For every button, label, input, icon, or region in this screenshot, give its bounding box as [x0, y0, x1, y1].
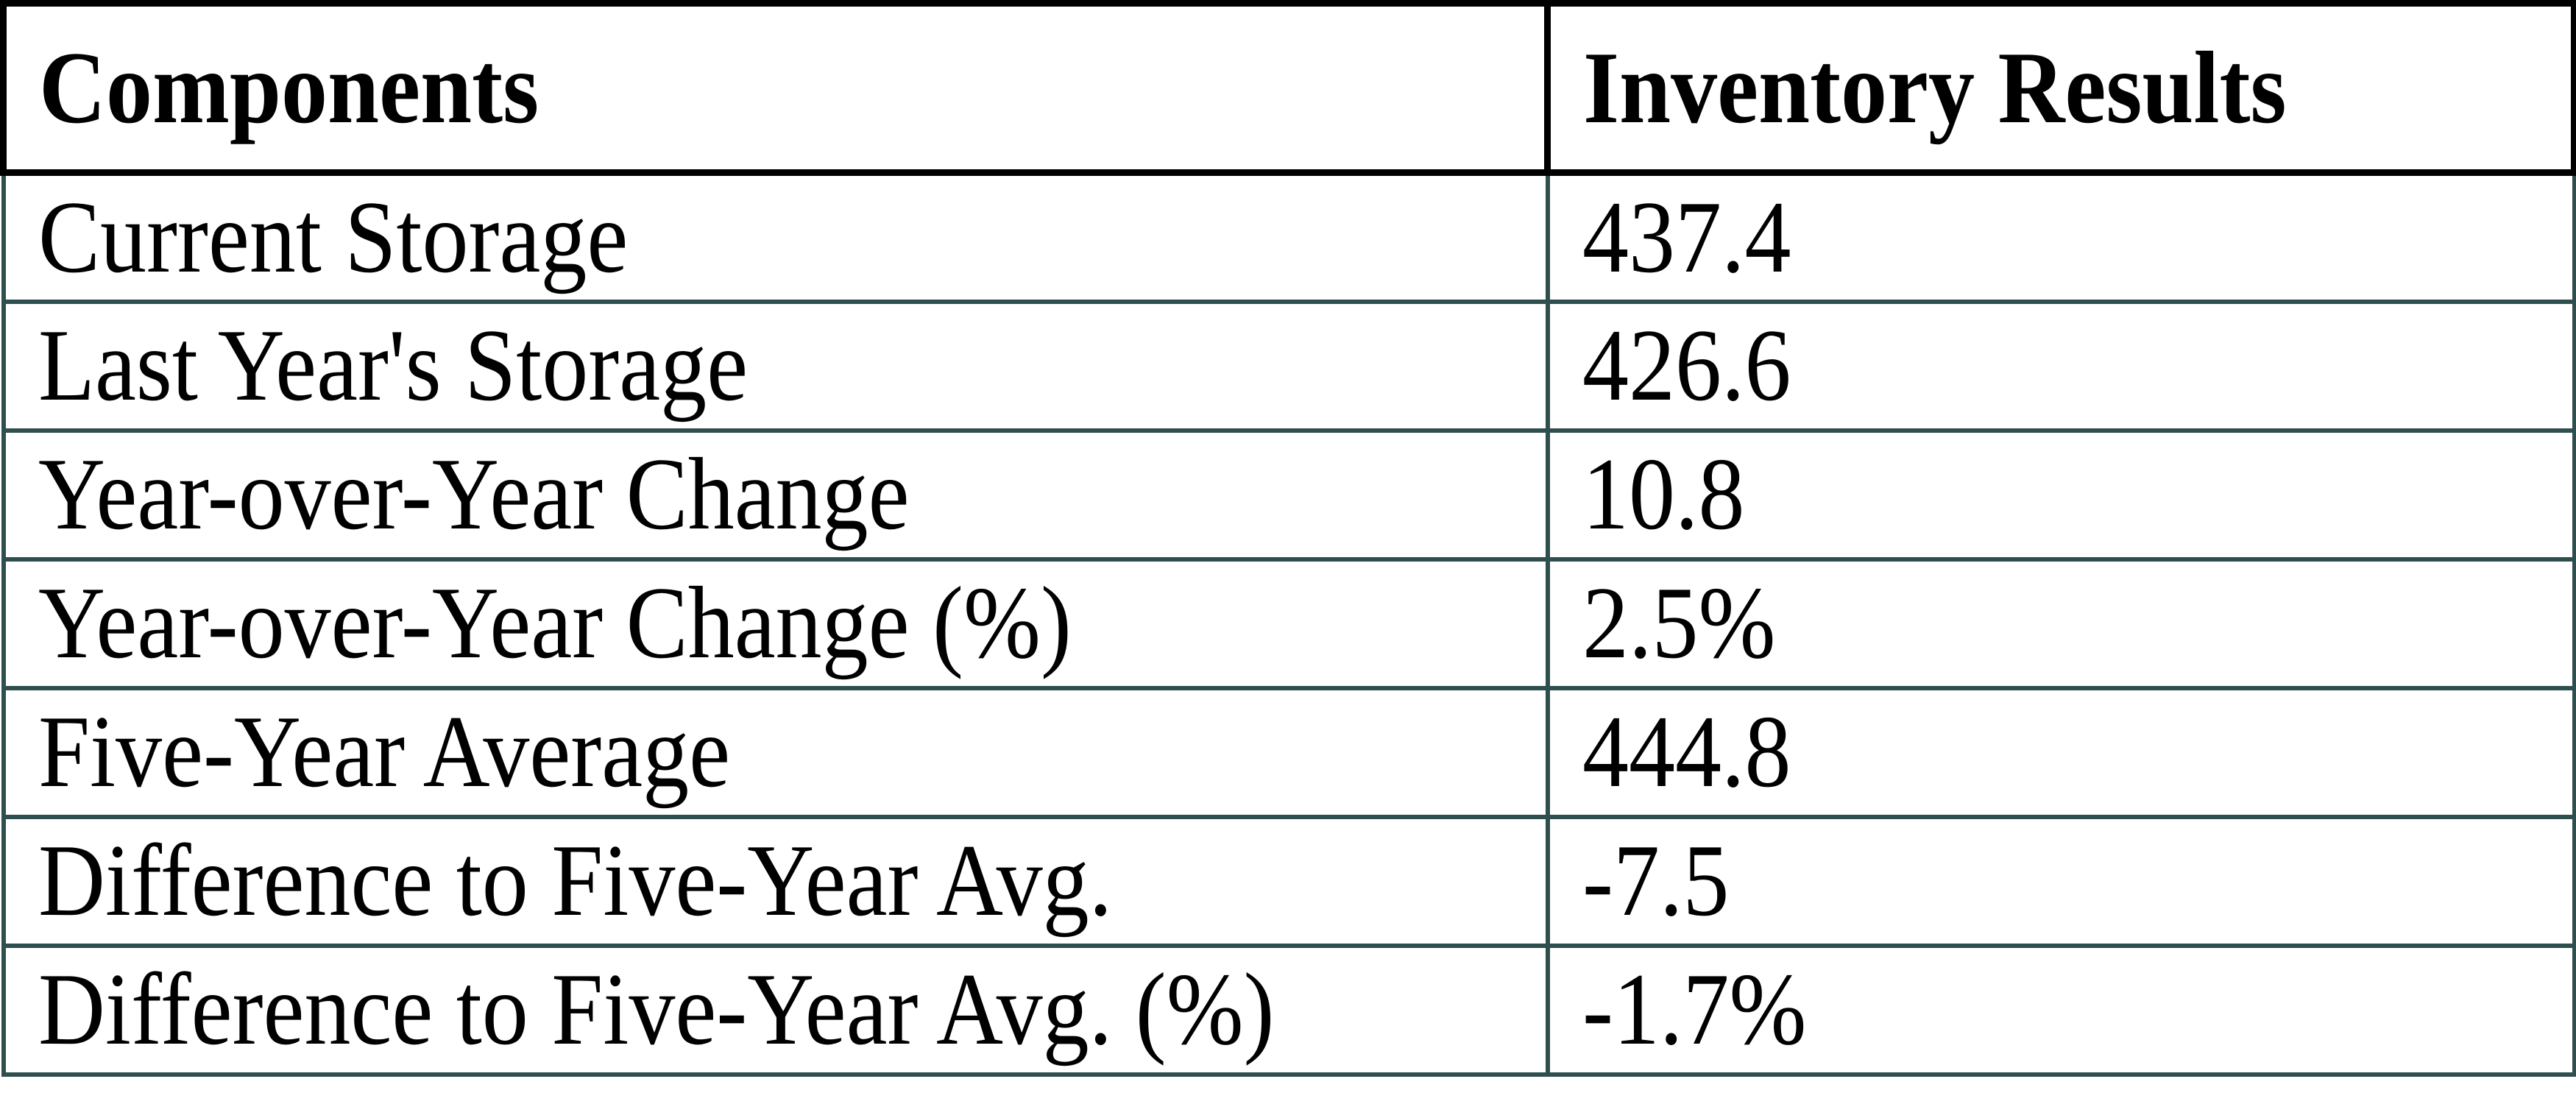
component-label: Year-over-Year Change [38, 437, 910, 551]
column-header-inventory-results: Inventory Results [1544, 0, 2576, 176]
inventory-results-table: Components Inventory Results Current Sto… [0, 0, 2576, 1077]
result-value: -7.5 [1582, 824, 1729, 938]
component-cell: Last Year's Storage [1, 299, 1550, 433]
component-label: Year-over-Year Change (%) [38, 566, 1072, 680]
result-cell: 444.8 [1545, 685, 2576, 819]
column-header-components: Components [0, 0, 1551, 176]
component-cell: Current Storage [1, 170, 1550, 304]
component-label: Current Storage [38, 180, 628, 294]
result-cell: 2.5% [1545, 556, 2576, 690]
component-label: Five-Year Average [38, 695, 730, 809]
component-cell: Five-Year Average [1, 685, 1550, 819]
table-row-current-storage: Current Storage 437.4 [1, 170, 2576, 304]
component-label: Difference to Five-Year Avg. (%) [38, 952, 1275, 1066]
table-row-diff-five-year-avg: Difference to Five-Year Avg. -7.5 [1, 814, 2576, 948]
result-cell: 437.4 [1545, 170, 2576, 304]
header-row: Components Inventory Results [0, 0, 2576, 176]
result-cell: -1.7% [1545, 943, 2576, 1077]
result-value: 426.6 [1582, 308, 1791, 422]
table-header: Components Inventory Results [0, 0, 2576, 176]
component-label: Last Year's Storage [38, 308, 748, 422]
result-cell: 10.8 [1545, 428, 2576, 562]
result-cell: 426.6 [1545, 299, 2576, 433]
column-header-components-label: Components [39, 30, 539, 145]
result-value: 10.8 [1582, 437, 1745, 551]
table-row-yoy-change-pct: Year-over-Year Change (%) 2.5% [1, 556, 2576, 690]
result-value: 2.5% [1582, 566, 1775, 680]
component-cell: Difference to Five-Year Avg. [1, 814, 1550, 948]
result-value: 444.8 [1582, 695, 1791, 809]
column-header-inventory-results-label: Inventory Results [1583, 30, 2287, 145]
table-body: Current Storage 437.4 Last Year's Storag… [1, 170, 2576, 1077]
result-value: 437.4 [1582, 180, 1791, 294]
table-row-last-years-storage: Last Year's Storage 426.6 [1, 299, 2576, 433]
component-cell: Difference to Five-Year Avg. (%) [1, 943, 1550, 1077]
table-row-diff-five-year-avg-pct: Difference to Five-Year Avg. (%) -1.7% [1, 943, 2576, 1077]
result-value: -1.7% [1582, 952, 1806, 1066]
component-label: Difference to Five-Year Avg. [38, 824, 1112, 938]
component-cell: Year-over-Year Change [1, 428, 1550, 562]
component-cell: Year-over-Year Change (%) [1, 556, 1550, 690]
table-row-yoy-change: Year-over-Year Change 10.8 [1, 428, 2576, 562]
table-row-five-year-average: Five-Year Average 444.8 [1, 685, 2576, 819]
result-cell: -7.5 [1545, 814, 2576, 948]
